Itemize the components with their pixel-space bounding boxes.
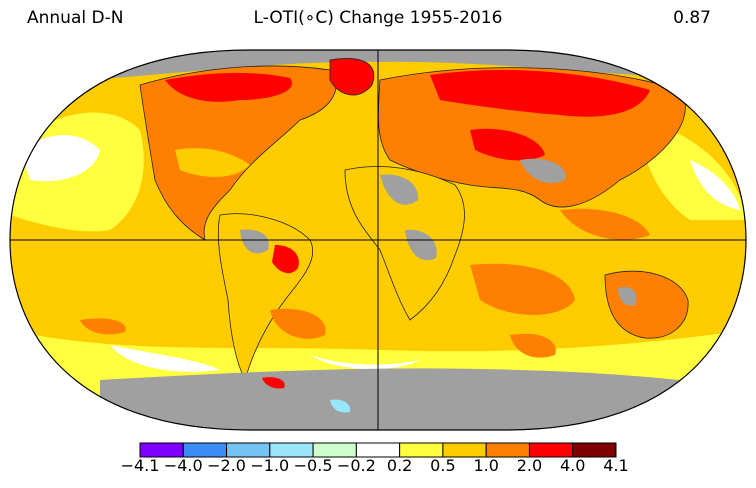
legend-tick-label: 4.0 <box>559 456 586 475</box>
north-pacific-white <box>20 135 100 182</box>
legend-bin <box>312 442 357 458</box>
period-label: Annual D-N <box>27 8 124 28</box>
legend-bin <box>355 442 401 458</box>
south-indian-orange <box>510 333 556 358</box>
weddell-sea-blue <box>330 399 351 413</box>
legend-bin <box>182 442 228 458</box>
legend-tick-label: −1.0 <box>250 456 290 475</box>
legend-bin <box>269 442 314 458</box>
west-pacific-orange <box>560 208 650 240</box>
greenland <box>329 58 375 96</box>
antarctic-peninsula-red <box>262 377 285 389</box>
color-legend <box>139 442 617 458</box>
legend-tick-label: 1.0 <box>473 456 499 475</box>
legend-tick-label: 2.0 <box>516 456 543 475</box>
legend-bins <box>139 442 617 458</box>
legend-tick-labels: −4.1 −4.0 −2.0 −1.0 −0.5 −0.2 0.2 0.5 1.0 2.0 4.0 4… <box>0 456 756 482</box>
siberia-red <box>430 70 650 117</box>
australia-missing <box>618 286 637 306</box>
north-america <box>139 65 337 241</box>
temperature-change-map <box>9 49 747 431</box>
usa-yellow <box>175 148 250 177</box>
legend-tick-label: 4.1 <box>603 456 629 475</box>
amazon-red <box>272 245 299 274</box>
legend-bin <box>399 442 444 458</box>
central-africa-missing <box>405 229 437 261</box>
amazon-missing <box>240 229 269 254</box>
legend-tick-label: −0.2 <box>336 456 376 475</box>
global-mean-value: 0.87 <box>673 8 711 28</box>
legend-tick-label: −0.5 <box>293 456 333 475</box>
central-asia-red <box>470 128 545 161</box>
map-title: L-OTI(∘C) Change 1955-2016 <box>253 8 503 28</box>
south-pacific-orange <box>270 308 326 339</box>
indian-ocean-orange <box>470 263 575 315</box>
legend-bin <box>485 442 530 458</box>
legend-bin <box>528 442 574 458</box>
legend-tick-label: −4.0 <box>163 456 203 475</box>
legend-bin <box>226 442 271 458</box>
legend-tick-label: −4.1 <box>120 456 160 475</box>
sahara-missing <box>380 174 419 205</box>
south-atlantic-white <box>310 355 420 370</box>
legend-tick-label: −2.0 <box>207 456 246 475</box>
east-pacific-white <box>690 160 740 210</box>
legend-bin <box>442 442 487 458</box>
legend-tick-label: 0.2 <box>386 456 413 475</box>
globe-outline <box>9 49 747 431</box>
legend-bin <box>572 442 617 458</box>
legend-tick-label: 0.5 <box>430 456 456 475</box>
antarctica-missing <box>100 368 700 430</box>
canada-red <box>165 72 292 102</box>
east-pacific-orange <box>80 318 126 335</box>
africa <box>344 166 465 321</box>
legend-bin <box>139 442 184 458</box>
southern-ocean-white <box>110 345 220 372</box>
tibet-missing <box>520 158 566 184</box>
